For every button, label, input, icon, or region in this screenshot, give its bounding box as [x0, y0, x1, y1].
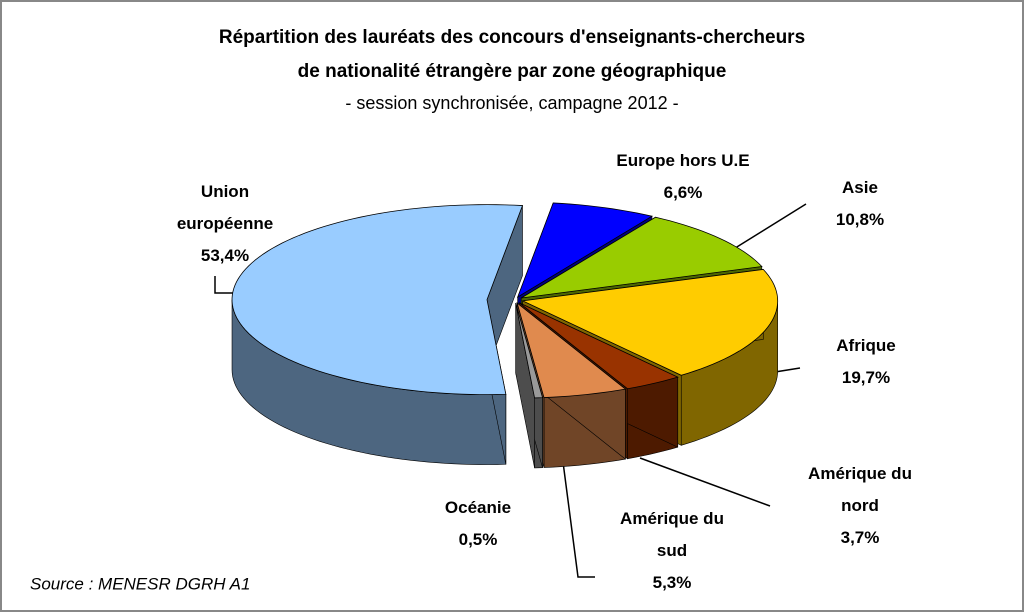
- data-label: Afrique 19,7%: [806, 330, 926, 394]
- leader-line: [562, 461, 595, 578]
- data-label: Amérique du sud 5,3%: [607, 503, 737, 599]
- label-box: Asie 10,8%: [800, 172, 920, 236]
- slice: [518, 302, 679, 390]
- label-box: Europe hors U.E 6,6%: [583, 145, 783, 209]
- slice: [515, 303, 544, 399]
- leader-lines: [214, 203, 807, 578]
- data-label: Asie 10,8%: [800, 172, 920, 236]
- slice: [516, 202, 654, 298]
- value-label: 3,7%: [840, 528, 880, 547]
- pie: [231, 202, 779, 469]
- label-box: Afrique 19,7%: [806, 330, 926, 394]
- value-label: 10,8%: [835, 210, 885, 229]
- chart-title: de nationalité étrangère par zone géogra…: [298, 61, 727, 82]
- data-label: Amérique du nord 3,7%: [795, 458, 925, 554]
- leader-line: [731, 203, 807, 251]
- value-label: 5,3%: [652, 573, 692, 592]
- value-label: 6,6%: [663, 183, 703, 202]
- leader-line: [639, 457, 771, 507]
- value-label: 53,4%: [200, 246, 250, 265]
- chart-title: Répartition des lauréats des concours d'…: [219, 27, 805, 48]
- category-label: Europe hors U.E: [616, 151, 750, 170]
- data-label: Union européenne 53,4%: [160, 176, 290, 272]
- data-label: Europe hors U.E 6,6%: [583, 145, 783, 209]
- value-label: 0,5%: [458, 530, 498, 549]
- label-box: Océanie 0,5%: [418, 492, 538, 556]
- category-label: Océanie: [444, 498, 512, 517]
- label-box: Amérique du sud 5,3%: [607, 503, 737, 599]
- data-label: Océanie 0,5%: [418, 492, 538, 556]
- category-label: Asie: [842, 178, 878, 197]
- label-box: Amérique du nord 3,7%: [795, 458, 925, 554]
- label-box: Union européenne 53,4%: [160, 176, 290, 272]
- leader-line: [214, 276, 238, 294]
- chart-subtitle: - session synchronisée, campagne 2012 -: [345, 93, 678, 113]
- category-label: Union européenne: [176, 182, 274, 233]
- category-label: Amérique du sud: [620, 509, 724, 560]
- category-label: Afrique: [836, 336, 896, 355]
- source: Source : MENESR DGRH A1: [30, 574, 250, 593]
- value-label: 19,7%: [841, 368, 891, 387]
- slice: [516, 301, 627, 398]
- slice: [521, 268, 779, 376]
- category-label: Amérique du nord: [808, 464, 912, 515]
- slice: [231, 204, 524, 396]
- slice: [521, 216, 763, 299]
